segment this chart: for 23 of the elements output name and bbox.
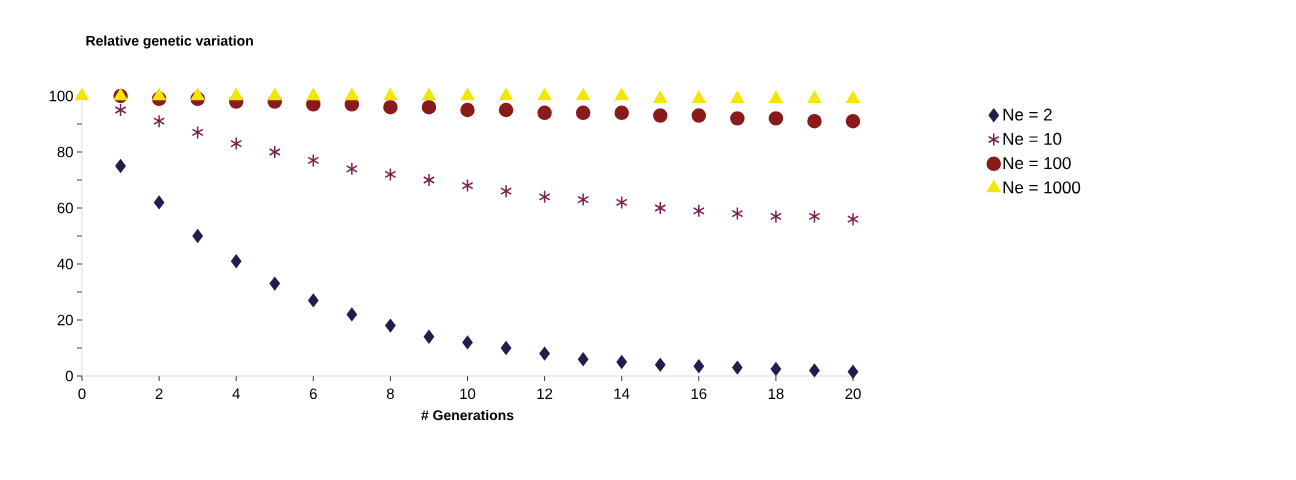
y-tick-label: 0 bbox=[65, 370, 73, 382]
legend-label: Ne = 2 bbox=[1003, 108, 1052, 121]
chart-title: Relative genetic variation bbox=[86, 35, 253, 49]
legend-label: Ne = 100 bbox=[1003, 157, 1071, 170]
y-tick-label: 60 bbox=[57, 202, 73, 214]
x-tick-label: 14 bbox=[614, 388, 630, 399]
x-axis-title: # Generations bbox=[421, 409, 514, 421]
x-tick-label: 18 bbox=[768, 388, 784, 400]
x-tick-label: 8 bbox=[386, 388, 394, 400]
y-tick-label: 40 bbox=[57, 258, 73, 270]
y-tick-label: 100 bbox=[49, 90, 73, 102]
y-tick-label: 20 bbox=[57, 314, 73, 326]
x-tick-label: 2 bbox=[155, 388, 163, 399]
x-tick-label: 12 bbox=[537, 388, 553, 399]
x-tick-label: 6 bbox=[309, 388, 317, 400]
x-tick-label: 10 bbox=[460, 388, 476, 400]
legend-label: Ne = 10 bbox=[1003, 132, 1062, 145]
legend-label: Ne = 1000 bbox=[1003, 181, 1081, 194]
x-tick-label: 0 bbox=[78, 388, 86, 400]
x-tick-label: 4 bbox=[232, 388, 240, 399]
y-tick-label: 80 bbox=[57, 146, 73, 158]
x-tick-label: 20 bbox=[845, 388, 861, 400]
x-tick-label: 16 bbox=[691, 388, 707, 400]
